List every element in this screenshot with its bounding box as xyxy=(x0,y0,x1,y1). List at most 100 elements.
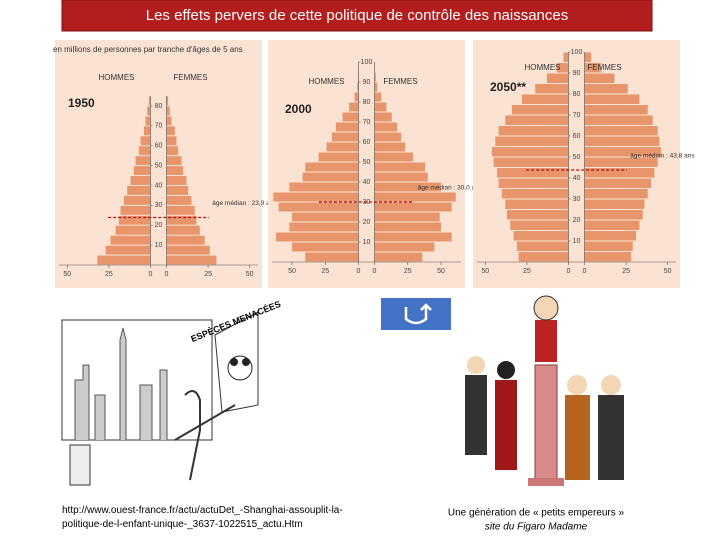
bar xyxy=(357,82,359,92)
bar xyxy=(374,122,398,132)
bar xyxy=(584,252,632,262)
bar xyxy=(546,73,569,83)
y-tick-label: 90 xyxy=(573,70,581,77)
y-tick-label: 10 xyxy=(573,238,581,245)
x-tick-label: 50 xyxy=(481,268,489,275)
bar xyxy=(374,172,428,182)
bar xyxy=(145,116,151,126)
title-bar xyxy=(61,0,653,32)
legend-label: HOMMES xyxy=(525,63,561,72)
y-tick-label: 70 xyxy=(363,119,371,126)
bar xyxy=(349,102,359,112)
pillar-base xyxy=(528,478,564,486)
bar xyxy=(318,152,359,162)
x-tick-label: 0 xyxy=(567,268,571,275)
bar xyxy=(516,241,569,251)
y-tick-label: 60 xyxy=(363,139,371,146)
bar xyxy=(584,52,592,62)
year-label: 2000 xyxy=(285,102,312,116)
bar xyxy=(521,94,569,104)
median-label: âge médian : 43,8 ans xyxy=(630,153,695,160)
bar xyxy=(584,157,658,167)
bar xyxy=(374,142,406,152)
y-tick-label: 30 xyxy=(573,196,581,203)
y-tick-label: 20 xyxy=(363,219,371,226)
bar xyxy=(166,166,184,176)
y-tick-label: 60 xyxy=(155,143,163,150)
bar xyxy=(374,162,426,172)
panda-eye xyxy=(242,358,250,366)
cartoon: ESPÈCES MENACÉES xyxy=(58,292,282,487)
x-tick-label: 0 xyxy=(149,271,153,278)
panda-eye xyxy=(230,358,238,366)
y-tick-label: 100 xyxy=(571,49,583,56)
bar xyxy=(342,112,359,122)
bar xyxy=(584,94,640,104)
adult xyxy=(465,375,487,455)
year-label: 1950 xyxy=(68,96,95,110)
bar xyxy=(148,96,151,106)
y-tick-label: 40 xyxy=(573,175,581,182)
bar xyxy=(291,212,359,222)
bar xyxy=(584,199,645,209)
bar xyxy=(584,178,652,188)
city xyxy=(74,327,168,440)
x-tick-label: 25 xyxy=(204,271,212,278)
adult-head xyxy=(601,375,621,395)
bar xyxy=(584,220,640,230)
bar xyxy=(166,176,187,185)
bar xyxy=(135,156,151,166)
bar xyxy=(584,168,655,178)
y-tick-label: 70 xyxy=(155,123,163,130)
y-tick-label: 80 xyxy=(155,103,163,110)
bar xyxy=(584,231,637,241)
chart-subtitle: en millions de personnes par tranche d'â… xyxy=(53,45,243,54)
bar xyxy=(563,52,569,62)
adult xyxy=(495,380,517,470)
bar xyxy=(354,92,359,102)
y-tick-label: 50 xyxy=(155,162,163,169)
adult xyxy=(598,395,624,480)
bar xyxy=(584,189,648,199)
bar xyxy=(374,82,378,92)
y-tick-label: 20 xyxy=(573,217,581,224)
bar xyxy=(357,72,359,82)
y-tick-label: 60 xyxy=(573,133,581,140)
bar xyxy=(166,96,169,106)
bar xyxy=(505,115,569,125)
bar xyxy=(147,106,151,116)
emperor-illustration xyxy=(465,295,624,486)
bar xyxy=(556,63,569,73)
bar xyxy=(166,126,175,136)
bar xyxy=(331,132,359,142)
bar xyxy=(374,242,435,252)
bar xyxy=(105,245,151,255)
x-tick-label: 25 xyxy=(523,268,531,275)
bar xyxy=(584,241,633,251)
y-tick-label: 40 xyxy=(363,179,371,186)
median-label: âge médian : 23,9 ans xyxy=(212,200,277,207)
bar xyxy=(166,106,170,116)
slide-title: Les effets pervers de cette politique de… xyxy=(146,7,568,24)
bar xyxy=(115,225,151,235)
y-tick-label: 30 xyxy=(155,202,163,209)
right-caption: Une génération de « petits empereurs » xyxy=(448,508,625,519)
y-tick-label: 70 xyxy=(573,112,581,119)
x-tick-label: 0 xyxy=(373,268,377,275)
adult xyxy=(565,395,590,480)
bar xyxy=(110,235,151,245)
x-tick-label: 25 xyxy=(105,271,113,278)
x-tick-label: 50 xyxy=(63,271,71,278)
source-line: politique-de-l-enfant-unique-_3637-10225… xyxy=(62,519,303,530)
child-head xyxy=(533,295,559,321)
bar xyxy=(374,152,414,162)
bar xyxy=(505,199,569,209)
bar xyxy=(584,147,662,157)
return-button[interactable] xyxy=(381,298,451,330)
y-tick-label: 100 xyxy=(361,59,373,66)
bar xyxy=(97,255,151,265)
window xyxy=(61,319,213,441)
bar xyxy=(501,189,569,199)
bar xyxy=(123,195,151,205)
